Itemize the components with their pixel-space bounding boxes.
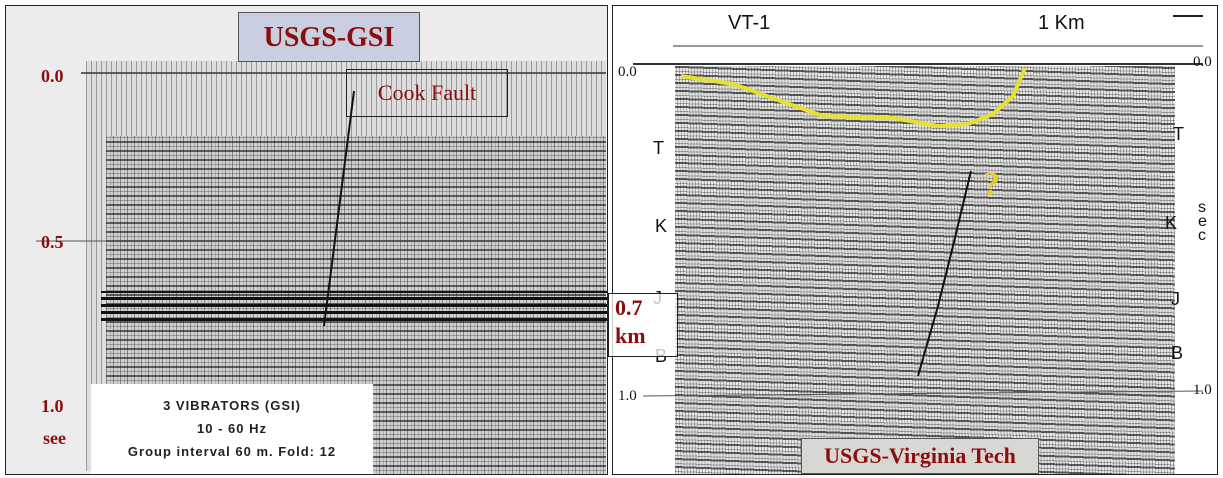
time-unit: sec [1198,201,1208,243]
time-label: 1.0 [41,396,64,417]
horizon-curve [681,68,1025,126]
fault-line [324,91,354,326]
question-mark: ? [983,166,1000,204]
scale-label: 1 Km [1038,12,1085,35]
right-panel: VT-1 1 Km 0.0 1.0 0.0 1.0 sec T K J B T … [612,5,1218,475]
left-panel: USGS-GSI 0.0 0.5 1.0 see Cook Fault 3 VI… [5,5,608,475]
horizon-label: T [653,138,664,159]
time-unit: see [43,428,66,449]
fault-line [918,171,971,376]
info-line: Group interval 60 m. Fold: 12 [91,444,373,459]
time-label: 0.0 [618,64,637,81]
left-title-box: USGS-GSI [238,12,420,62]
center-label: 0.7 [615,294,677,322]
info-line: 3 VIBRATORS (GSI) [91,398,373,413]
right-title: USGS-Virginia Tech [824,443,1016,468]
time-label: 0.0 [41,66,64,87]
info-line: 10 - 60 Hz [91,421,373,436]
time-label: 0.5 [41,232,64,253]
time-label: 1.0 [618,388,637,405]
center-label-box: 0.7 km [608,293,678,357]
time-label: 0.0 [1193,54,1212,71]
figure: USGS-GSI 0.0 0.5 1.0 see Cook Fault 3 VI… [0,0,1223,478]
horizon-label: B [1171,343,1183,364]
right-title-box: USGS-Virginia Tech [801,438,1039,474]
fault-label: Cook Fault [346,69,508,117]
info-box: 3 VIBRATORS (GSI) 10 - 60 Hz Group inter… [91,384,373,474]
axis-line [643,391,1203,396]
horizon-label: K [655,216,667,237]
center-label: km [615,322,677,350]
horizon-label: J [1171,289,1180,310]
left-title: USGS-GSI [264,22,395,53]
line-name: VT-1 [728,12,770,35]
overlay [613,6,1218,475]
horizon-label: K [1165,213,1177,234]
time-label: 1.0 [1193,382,1212,399]
horizon-label: T [1173,124,1184,145]
